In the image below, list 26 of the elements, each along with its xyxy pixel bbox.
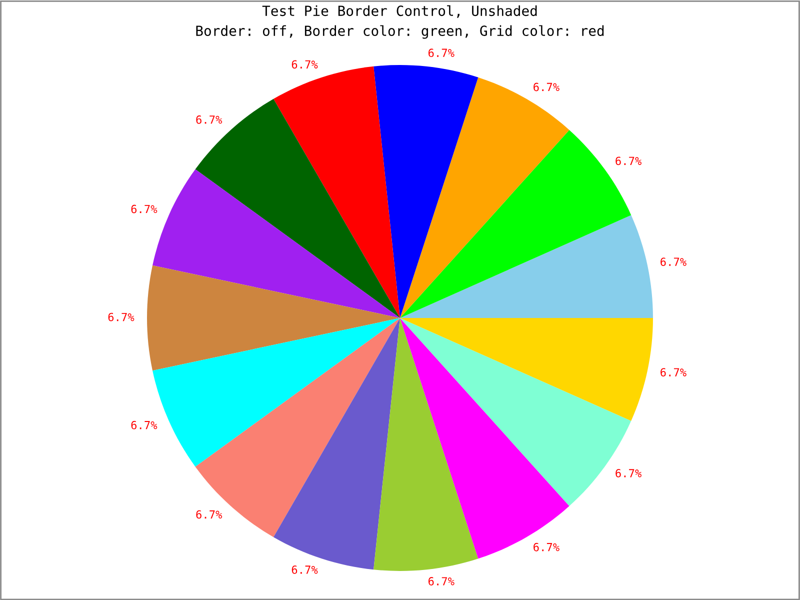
pie-slice — [374, 318, 478, 571]
data-label: 6.7% — [131, 420, 158, 430]
pie-slice — [400, 318, 570, 559]
chart-subtitle: Border: off, Border color: green, Grid color: red — [196, 25, 604, 39]
data-label: 6.7% — [660, 258, 686, 266]
data-label: 6.7% — [196, 510, 222, 519]
pie-slice — [400, 215, 653, 318]
pie-slice — [195, 318, 400, 538]
data-label: 6.7% — [534, 82, 560, 92]
chart-title: Test Pie Border Control, Unshaded — [262, 5, 537, 18]
pie-slice — [147, 265, 400, 371]
data-label: 6.7% — [428, 48, 454, 58]
pie-slice — [195, 98, 400, 318]
data-label: 6.7% — [660, 368, 686, 376]
data-label: 6.7% — [292, 565, 318, 574]
pie-slice — [374, 65, 478, 318]
data-label: 6.7% — [428, 577, 454, 586]
data-label: 6.7% — [108, 312, 134, 322]
data-label: 6.7% — [196, 115, 222, 124]
pie-slice — [400, 318, 653, 421]
data-label: 6.7% — [534, 542, 560, 552]
data-label: 6.7% — [616, 156, 642, 166]
data-label: 6.7% — [131, 204, 158, 214]
data-label: 6.7% — [616, 468, 642, 478]
data-label: 6.7% — [292, 60, 318, 69]
pie-slice — [400, 77, 570, 318]
